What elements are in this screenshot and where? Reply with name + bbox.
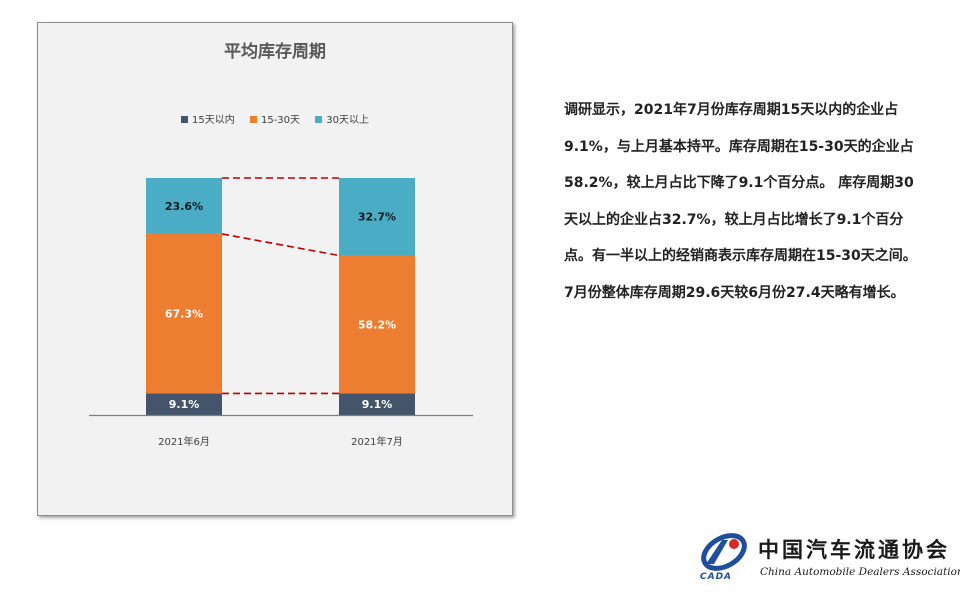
description-text: 调研显示，2021年7月份库存周期15天以内的企业占9.1%，与上月基本持平。库… [564,92,924,311]
data-label: 67.3% [165,308,203,321]
chart-legend: 15天以内 15-30天 30天以上 [38,111,512,126]
legend-item-15-days: 15天以内 [181,111,235,126]
description-paragraph: 7月份整体库存周期29.6天较6月份27.4天略有增长。 [564,284,905,301]
data-label: 9.1% [362,398,393,411]
data-label: 58.2% [358,318,396,331]
bar-segment [339,255,415,394]
legend-label: 15天以内 [192,115,235,126]
cada-logo: CADA 中国汽车流通协会 China Automobile Dealers A… [696,528,960,590]
stacked-bar-chart: 9.1% 67.3% 23.6% 2021年6月 9.1% 58.2% 32.7% 2021年… [89,177,473,448]
legend-item-30-days-plus: 30天以上 [315,111,369,126]
bar-segment [339,393,415,415]
legend-item-15-30-days: 15-30天 [249,111,301,126]
x-tick-label: 2021年7月 [351,435,403,448]
bar-segment [146,393,222,415]
bar-segment [146,178,222,234]
data-label: 23.6% [165,200,203,213]
logo-abbreviation: CADA [700,572,733,582]
legend-swatch [249,116,257,123]
description-paragraph: 调研显示，2021年7月份库存周期15天以内的企业占9.1%，与上月基本持平。库… [564,102,917,264]
connector-line [221,233,340,257]
logo-name-cn: 中国汽车流通协会 [758,537,950,562]
legend-swatch [315,116,323,123]
legend-label: 15-30天 [260,115,301,126]
chart-panel: 9.1% 67.3% 23.6% 2021年6月 9.1% 58.2% 32.7% 2021年… [37,22,513,516]
legend-swatch [181,116,189,123]
data-label: 9.1% [169,398,200,411]
legend-label: 30天以上 [326,115,369,126]
bar-segment [339,178,415,256]
cada-emblem-icon [701,533,747,571]
x-tick-label: 2021年6月 [158,435,210,448]
data-label: 32.7% [358,211,396,224]
bar-segment [146,233,222,394]
chart-title: 平均库存周期 [224,42,326,62]
logo-name-en: China Automobile Dealers Association [760,566,960,578]
